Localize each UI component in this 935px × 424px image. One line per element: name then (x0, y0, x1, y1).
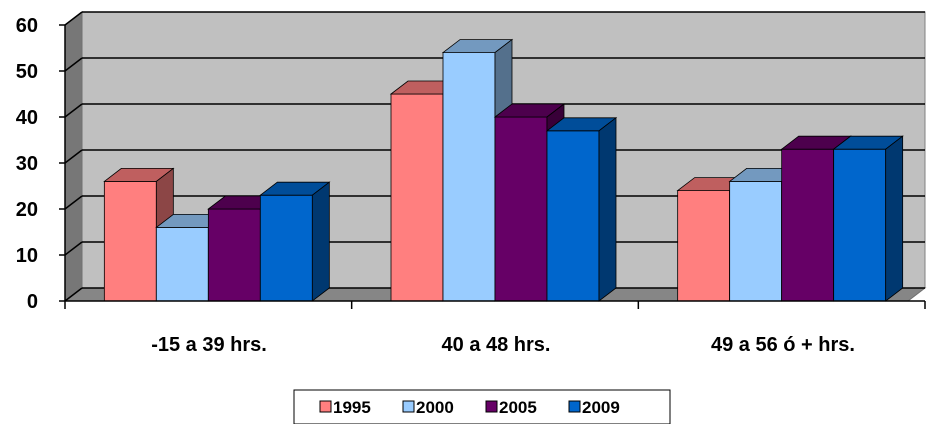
x-axis-labels: -15 a 39 hrs. 40 a 48 hrs. 49 a 56 ó + h… (151, 334, 855, 356)
gridline (64, 195, 83, 210)
gridline (64, 11, 83, 26)
bar-front (390, 93, 444, 302)
legend-swatch-2000 (402, 400, 415, 413)
bar-front (546, 130, 600, 302)
bar-2009-1 (259, 181, 331, 302)
x-category-label-3: 49 a 56 ó + hrs. (711, 334, 855, 356)
legend-box (293, 389, 671, 424)
y-tick-label-50: 50 (16, 61, 38, 83)
legend: 1995 2000 2005 2009 (293, 389, 671, 424)
bar-front (781, 148, 835, 302)
gridline (64, 287, 83, 302)
bar-side (311, 181, 330, 302)
y-axis-ticks: 0 10 20 30 40 50 60 (16, 15, 38, 313)
gridline (64, 149, 83, 164)
bars (103, 38, 904, 302)
bar-2009-2 (545, 116, 618, 302)
bar-front (207, 208, 261, 302)
bar-side (885, 135, 904, 302)
y-tick-label-40: 40 (16, 107, 38, 129)
gridline (64, 57, 83, 72)
bar-2009-3 (832, 135, 904, 302)
legend-label-2000: 2000 (416, 398, 454, 417)
gridline (64, 103, 83, 118)
bar-front (833, 148, 887, 302)
y-tick-label-10: 10 (16, 245, 38, 267)
x-category-label-1: -15 a 39 hrs. (151, 334, 267, 356)
legend-label-2009: 2009 (582, 398, 620, 417)
bar-front (729, 180, 783, 302)
bar-front (155, 226, 209, 302)
bar-side (598, 116, 617, 302)
legend-swatch-2005 (485, 400, 498, 413)
bar-front (103, 180, 157, 302)
bar-front (259, 194, 313, 302)
x-category-label-2: 40 a 48 hrs. (442, 334, 551, 356)
bar-front (677, 190, 731, 302)
bar-front (494, 116, 548, 302)
y-tick-label-20: 20 (16, 199, 38, 221)
legend-swatch-2009 (568, 400, 581, 413)
y-tick-label-30: 30 (16, 153, 38, 175)
axes (59, 24, 926, 309)
bar-front (442, 52, 496, 302)
gridline (64, 241, 83, 256)
y-tick-label-0: 0 (27, 291, 38, 313)
legend-label-2005: 2005 (499, 398, 537, 417)
legend-label-1995: 1995 (333, 398, 371, 417)
legend-swatch-1995 (319, 400, 332, 413)
y-tick-label-60: 60 (16, 15, 38, 37)
